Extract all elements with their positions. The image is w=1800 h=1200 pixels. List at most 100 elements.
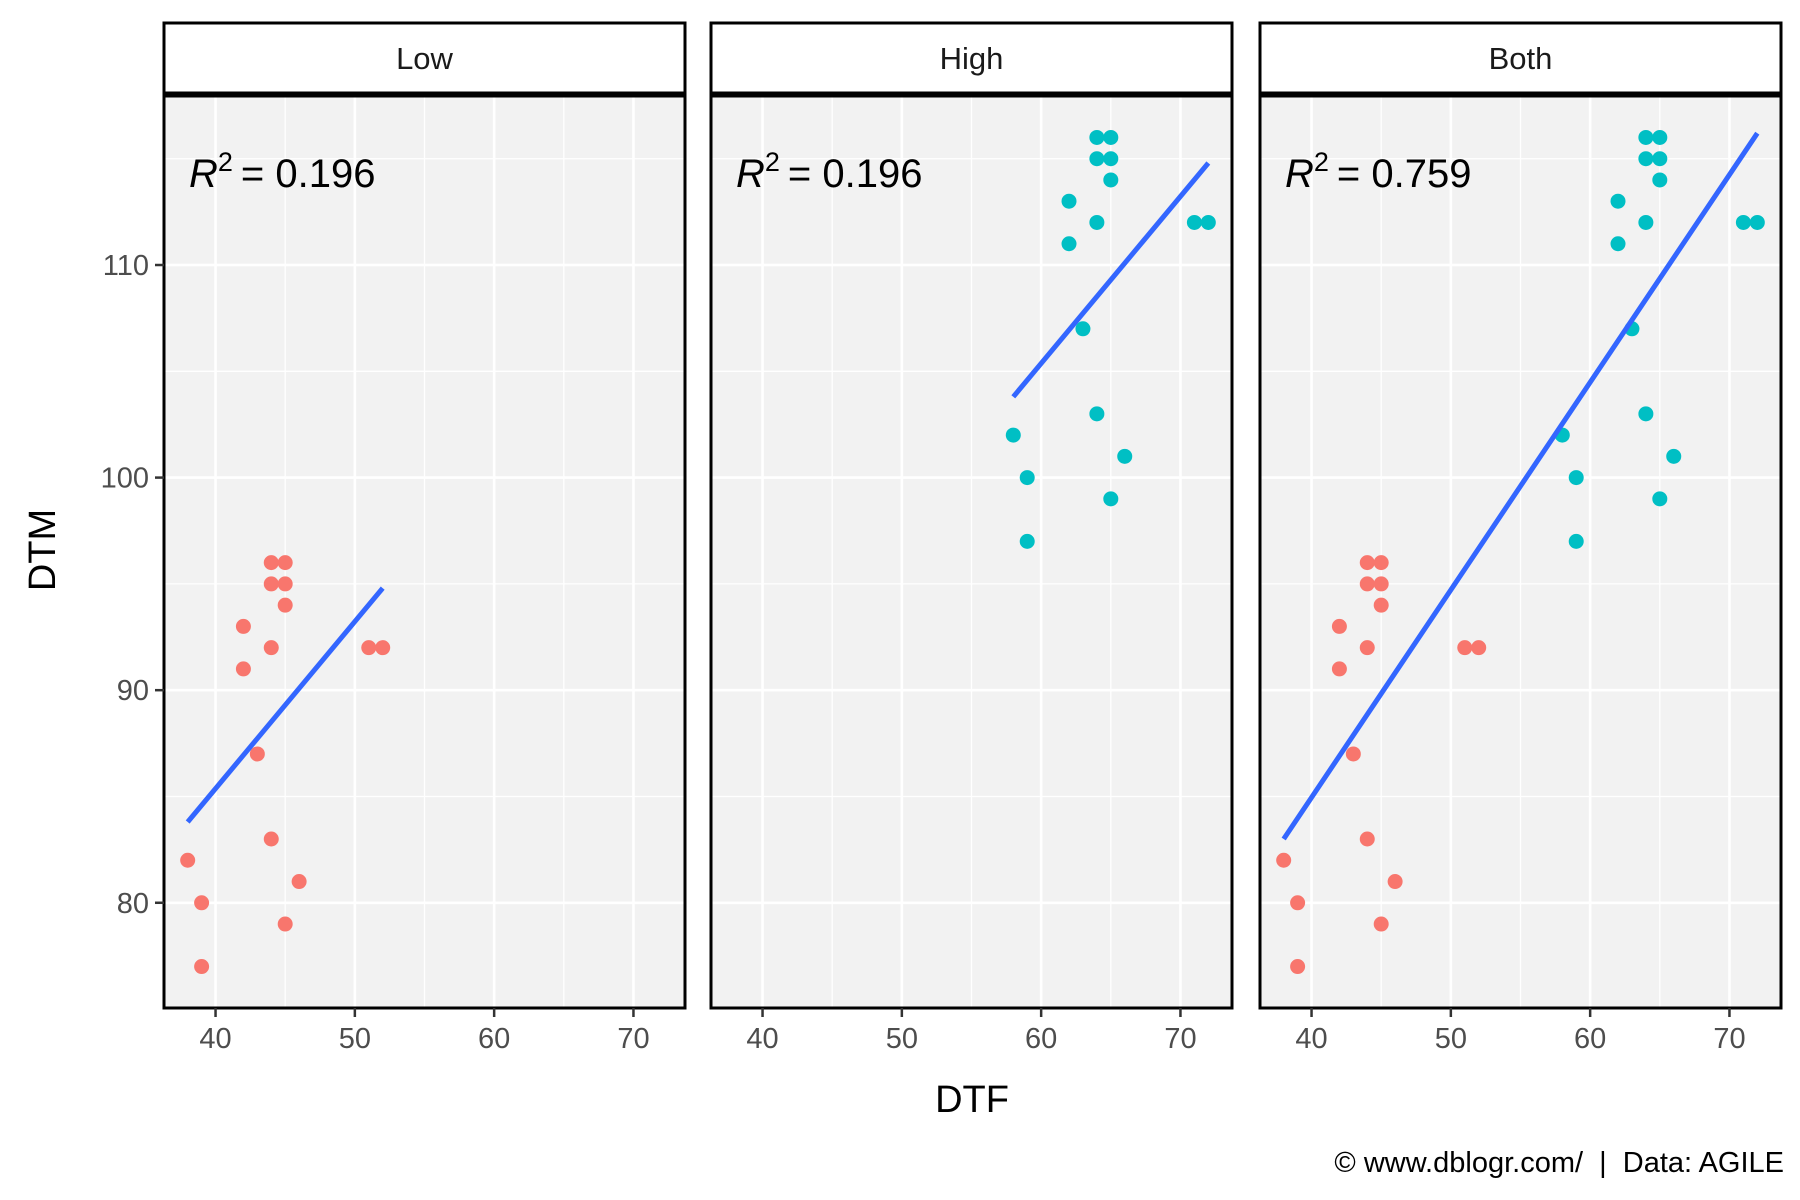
r2-superscript: 2 <box>218 147 233 177</box>
data-point-high <box>1061 236 1077 252</box>
r2-symbol: R <box>736 152 765 196</box>
data-point-low <box>277 597 293 613</box>
data-point-low <box>1373 576 1389 592</box>
y-tick-label: 100 <box>101 463 149 495</box>
r2-annotation: R2 = 0.196 <box>189 147 376 196</box>
x-tick-label: 50 <box>886 1023 918 1055</box>
data-point-low <box>1471 640 1487 656</box>
data-point-high <box>1666 448 1682 464</box>
x-tick-label: 60 <box>1574 1023 1606 1055</box>
r2-symbol: R <box>1285 152 1314 196</box>
panel-border <box>1258 94 1783 1010</box>
data-point-low <box>235 618 251 634</box>
data-point-high <box>1103 172 1119 188</box>
data-point-low <box>1373 597 1389 613</box>
data-point-high <box>1610 193 1626 209</box>
data-point-low <box>375 640 391 656</box>
data-point-high <box>1638 214 1654 230</box>
data-point-high <box>1652 491 1668 507</box>
data-point-high <box>1652 129 1668 145</box>
x-axis-title: DTF <box>935 1079 1009 1121</box>
r2-value: = 0.759 <box>1337 152 1472 196</box>
data-point-low <box>291 874 307 890</box>
data-point-low <box>249 746 265 762</box>
data-point-low <box>263 831 279 847</box>
panel-border <box>709 94 1234 1010</box>
data-point-low <box>1387 874 1403 890</box>
data-point-high <box>1061 193 1077 209</box>
data-point-low <box>1457 640 1473 656</box>
data-point-low <box>1331 618 1347 634</box>
r2-superscript: 2 <box>765 147 780 177</box>
y-tick-label: 110 <box>103 250 149 282</box>
panel-high: High R2 = 0.196 40 50 60 70 <box>709 21 1234 1055</box>
r2-annotation: R2 = 0.196 <box>736 147 923 196</box>
data-point-low <box>1359 555 1375 571</box>
strip-box <box>1258 21 1783 95</box>
strip-label: Both <box>1489 41 1553 76</box>
data-point-low <box>1276 852 1292 868</box>
data-point-high <box>1568 533 1584 549</box>
r2-superscript: 2 <box>1314 147 1329 177</box>
x-tick-label: 60 <box>478 1023 510 1055</box>
y-axis-title: DTM <box>22 509 64 591</box>
fit-line <box>185 586 385 824</box>
data-point-low <box>263 555 279 571</box>
data-point-high <box>1089 406 1105 422</box>
data-point-high <box>1610 236 1626 252</box>
data-point-high <box>1089 129 1105 145</box>
data-point-high <box>1186 214 1202 230</box>
data-point-high <box>1735 214 1751 230</box>
data-point-high <box>1200 214 1216 230</box>
data-point-high <box>1103 129 1119 145</box>
data-point-low <box>194 895 210 911</box>
data-point-low <box>277 576 293 592</box>
data-point-low <box>263 640 279 656</box>
r2-value: = 0.196 <box>788 152 923 196</box>
data-point-low <box>361 640 377 656</box>
data-point-high <box>1089 214 1105 230</box>
data-point-high <box>1019 470 1035 486</box>
strip-box <box>709 21 1234 95</box>
data-point-high <box>1103 151 1119 167</box>
data-point-low <box>1359 831 1375 847</box>
data-point-high <box>1075 321 1091 337</box>
data-point-low <box>235 661 251 677</box>
data-point-high <box>1568 470 1584 486</box>
data-point-low <box>277 555 293 571</box>
x-tick-label: 50 <box>1435 1023 1467 1055</box>
data-point-low <box>1290 895 1306 911</box>
panel-both: Both R2 = 0.759 40 50 60 70 <box>1258 21 1783 1055</box>
data-point-high <box>1005 427 1021 443</box>
data-point-low <box>1373 555 1389 571</box>
x-tick-label: 40 <box>199 1023 231 1055</box>
data-point-low <box>1373 916 1389 932</box>
data-point-high <box>1103 491 1119 507</box>
data-point-high <box>1638 151 1654 167</box>
x-tick-label: 70 <box>1713 1023 1745 1055</box>
data-point-high <box>1638 129 1654 145</box>
x-tick-label: 40 <box>1295 1023 1327 1055</box>
data-point-low <box>1331 661 1347 677</box>
y-tick-label: 90 <box>117 675 149 707</box>
data-point-high <box>1652 151 1668 167</box>
panel-low: Low R2 = 0.196 40 50 60 70 80 90 100 110 <box>101 21 687 1055</box>
data-point-high <box>1117 448 1133 464</box>
x-tick-label: 40 <box>746 1023 778 1055</box>
x-tick-label: 60 <box>1025 1023 1057 1055</box>
caption: © www.dblogr.com/ | Data: AGILE <box>1334 1147 1784 1179</box>
panel-border <box>162 94 687 1010</box>
x-tick-label: 70 <box>617 1023 649 1055</box>
strip-label: High <box>940 41 1004 76</box>
x-tick-label: 50 <box>339 1023 371 1055</box>
data-point-low <box>1359 640 1375 656</box>
strip-label: Low <box>396 41 453 76</box>
data-point-low <box>1290 959 1306 975</box>
r2-value: = 0.196 <box>241 152 376 196</box>
data-point-high <box>1638 406 1654 422</box>
data-point-low <box>194 959 210 975</box>
data-point-high <box>1749 214 1765 230</box>
r2-symbol: R <box>189 152 218 196</box>
